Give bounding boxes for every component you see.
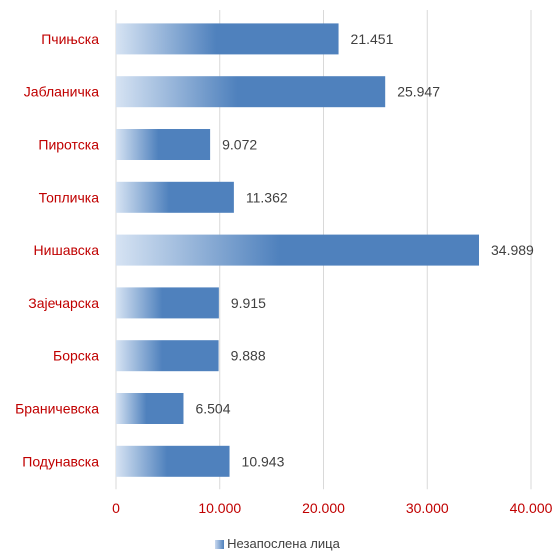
legend-swatch xyxy=(215,540,225,549)
data-label: 10.943 xyxy=(242,453,285,469)
data-label: 11.362 xyxy=(246,189,288,205)
legend-label: Незапослена лица xyxy=(227,536,340,551)
data-label: 6.504 xyxy=(195,401,230,417)
bar xyxy=(116,76,386,108)
data-label: 9.072 xyxy=(222,137,257,153)
bar xyxy=(116,393,184,424)
x-tick-label: 0 xyxy=(112,500,120,516)
labels: 0 10.000 20.000 30.000 40.000 Пчињска 21.451 Ја… xyxy=(15,31,553,516)
bar xyxy=(116,234,480,266)
category-label: Подунавска xyxy=(22,453,99,469)
bar xyxy=(116,287,219,319)
data-label: 9.888 xyxy=(231,348,266,364)
x-tick-label: 10.000 xyxy=(198,500,241,516)
legend: Незапослена лица xyxy=(0,536,555,551)
data-label: 34.989 xyxy=(491,242,534,258)
bars xyxy=(116,23,480,477)
category-label: Јабланичка xyxy=(24,84,99,100)
category-label: Пчињска xyxy=(41,31,99,47)
category-label: Нишавска xyxy=(34,242,100,258)
x-tick-label: 30.000 xyxy=(406,500,449,516)
bar xyxy=(116,181,234,213)
x-tick-label: 20.000 xyxy=(302,500,345,516)
category-label: Браничевска xyxy=(15,401,99,417)
x-tick-label: 40.000 xyxy=(510,500,553,516)
data-label: 21.451 xyxy=(351,31,394,47)
bar xyxy=(116,445,230,477)
category-label: Борска xyxy=(53,348,99,364)
category-label: Топличка xyxy=(39,189,100,205)
category-label: Зајечарска xyxy=(28,295,99,311)
data-label: 9.915 xyxy=(231,295,266,311)
category-label: Пиротска xyxy=(38,137,99,153)
bar xyxy=(116,23,339,55)
bar xyxy=(116,129,211,160)
data-label: 25.947 xyxy=(397,84,440,100)
bar xyxy=(116,340,219,372)
